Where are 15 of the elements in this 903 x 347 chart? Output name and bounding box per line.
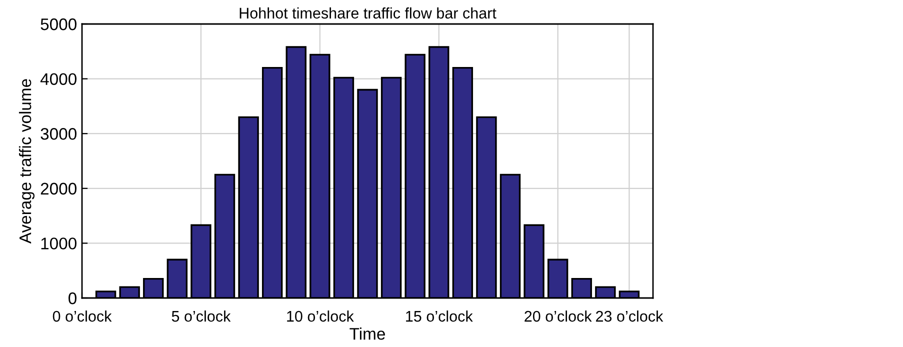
y-axis-title: Average traffic volume (18, 79, 35, 244)
x-tick-label: 0 o’clock (52, 310, 112, 322)
x-tick-label: 20 o’clock (524, 310, 592, 322)
x-axis-title: Time (350, 328, 385, 340)
y-tick-label: 3000 (40, 128, 76, 140)
x-tick-label: 5 o’clock (172, 310, 231, 322)
y-tick-label: 1000 (41, 238, 76, 250)
x-tick-label: 15 o’clock (406, 310, 473, 322)
y-tick-label: 2000 (40, 182, 76, 195)
x-tick-label: 23 o’clock (596, 310, 664, 322)
y-tick-label: 5000 (40, 18, 76, 30)
y-tick-label: 4000 (40, 73, 76, 86)
chart-title: Hohhot timeshare traffic flow bar chart (240, 7, 496, 19)
y-tick-label: 0 (68, 292, 76, 304)
x-tick-label: 10 o’clock (287, 310, 354, 322)
